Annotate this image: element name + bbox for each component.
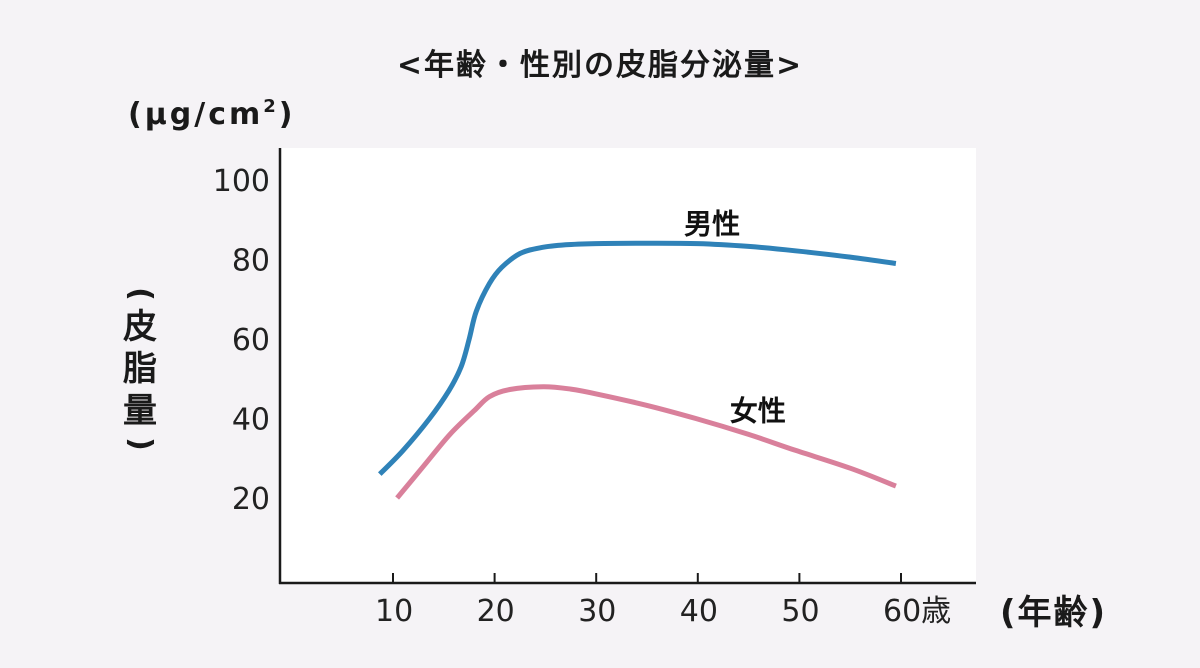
female-series-line — [395, 384, 897, 500]
x-tick-label: 40 — [680, 594, 718, 629]
female-series-label: 女性 — [730, 395, 786, 428]
y-label-char: 量 — [123, 391, 157, 431]
x-tick-label: 20 — [477, 594, 515, 629]
y-axis-label: ( 皮 脂 量 ) — [118, 282, 162, 456]
male-series-label: 男性 — [684, 208, 740, 241]
y-label-char: 脂 — [123, 349, 157, 389]
unit-superscript: 2 — [263, 96, 279, 117]
plot-area — [280, 148, 976, 583]
y-tick-label: 40 — [232, 403, 270, 438]
x-tick-label: 10 — [375, 594, 413, 629]
x-tick-label: 50 — [781, 594, 819, 629]
y-tick-label: 60 — [232, 323, 270, 358]
unit-prefix: (μg/cm — [128, 97, 264, 132]
y-tick-label: 100 — [213, 164, 270, 199]
male-series-line — [378, 240, 897, 476]
x-axis-label: (年齢) — [1000, 593, 1108, 633]
y-axis-ticks: 20 40 60 80 100 — [213, 164, 270, 517]
y-tick-label: 80 — [232, 244, 270, 279]
chart-title: <年齢・性別の皮脂分泌量> — [396, 48, 804, 83]
y-label-char: 皮 — [123, 307, 157, 347]
x-tick-label: 30 — [578, 594, 616, 629]
x-axis-ticks: 10 20 30 40 50 60歳 — [375, 573, 951, 629]
y-tick-label: 20 — [232, 482, 270, 517]
y-axis-unit: (μg/cm2) — [128, 96, 296, 132]
x-tick-label: 60歳 — [883, 594, 951, 629]
unit-suffix: ) — [278, 97, 296, 132]
